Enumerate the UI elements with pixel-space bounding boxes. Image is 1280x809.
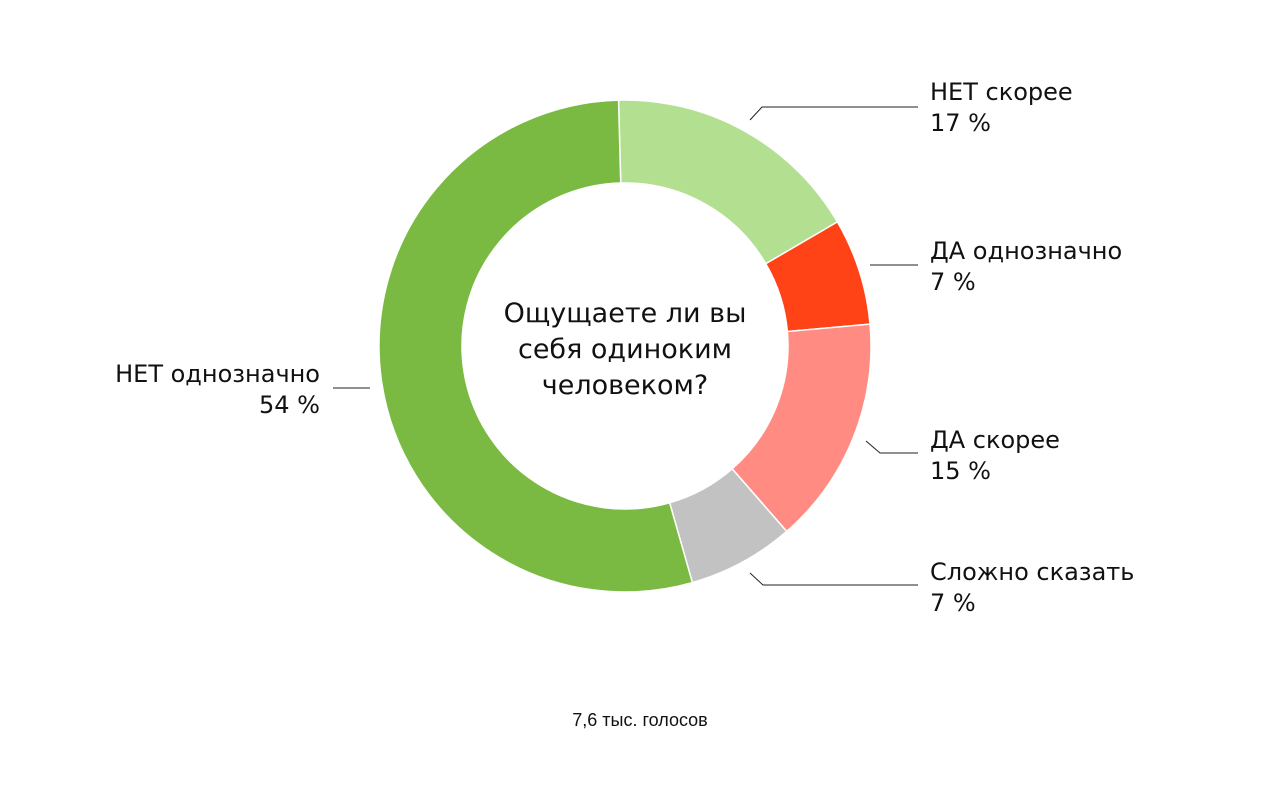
center-question-line-2: себя одиноким <box>518 334 732 365</box>
slice-label-2: ДА однозначно <box>930 237 1122 265</box>
slice-1 <box>617 99 839 265</box>
leader-line-4 <box>749 572 918 586</box>
slice-value-1: 17 % <box>930 109 991 137</box>
slice-label-5: НЕТ однозначно <box>115 360 320 388</box>
center-question-line-1: Ощущаете ли вы <box>504 298 747 329</box>
slice-5 <box>378 99 694 593</box>
slice-labels: НЕТ скорее 17 % ДА однозначно 7 % ДА скорее 1… <box>115 78 1134 617</box>
slice-value-2: 7 % <box>930 268 976 296</box>
slice-value-4: 7 % <box>930 589 976 617</box>
leader-lines <box>333 106 918 586</box>
leader-line-3 <box>865 440 918 454</box>
center-question-line-3: человеком? <box>542 370 708 401</box>
slice-value-5: 54 % <box>259 391 320 419</box>
slice-label-4: Сложно сказать <box>930 558 1134 586</box>
slice-label-3: ДА скорее <box>930 426 1060 454</box>
slice-value-3: 15 % <box>930 457 991 485</box>
center-question: Ощущаете ли вы себя одиноким человеком? <box>504 298 747 401</box>
donut-slices <box>378 99 872 593</box>
leader-line-1 <box>749 106 918 121</box>
slice-label-1: НЕТ скорее <box>930 78 1073 106</box>
votes-count: 7,6 тыс. голосов <box>572 710 708 730</box>
